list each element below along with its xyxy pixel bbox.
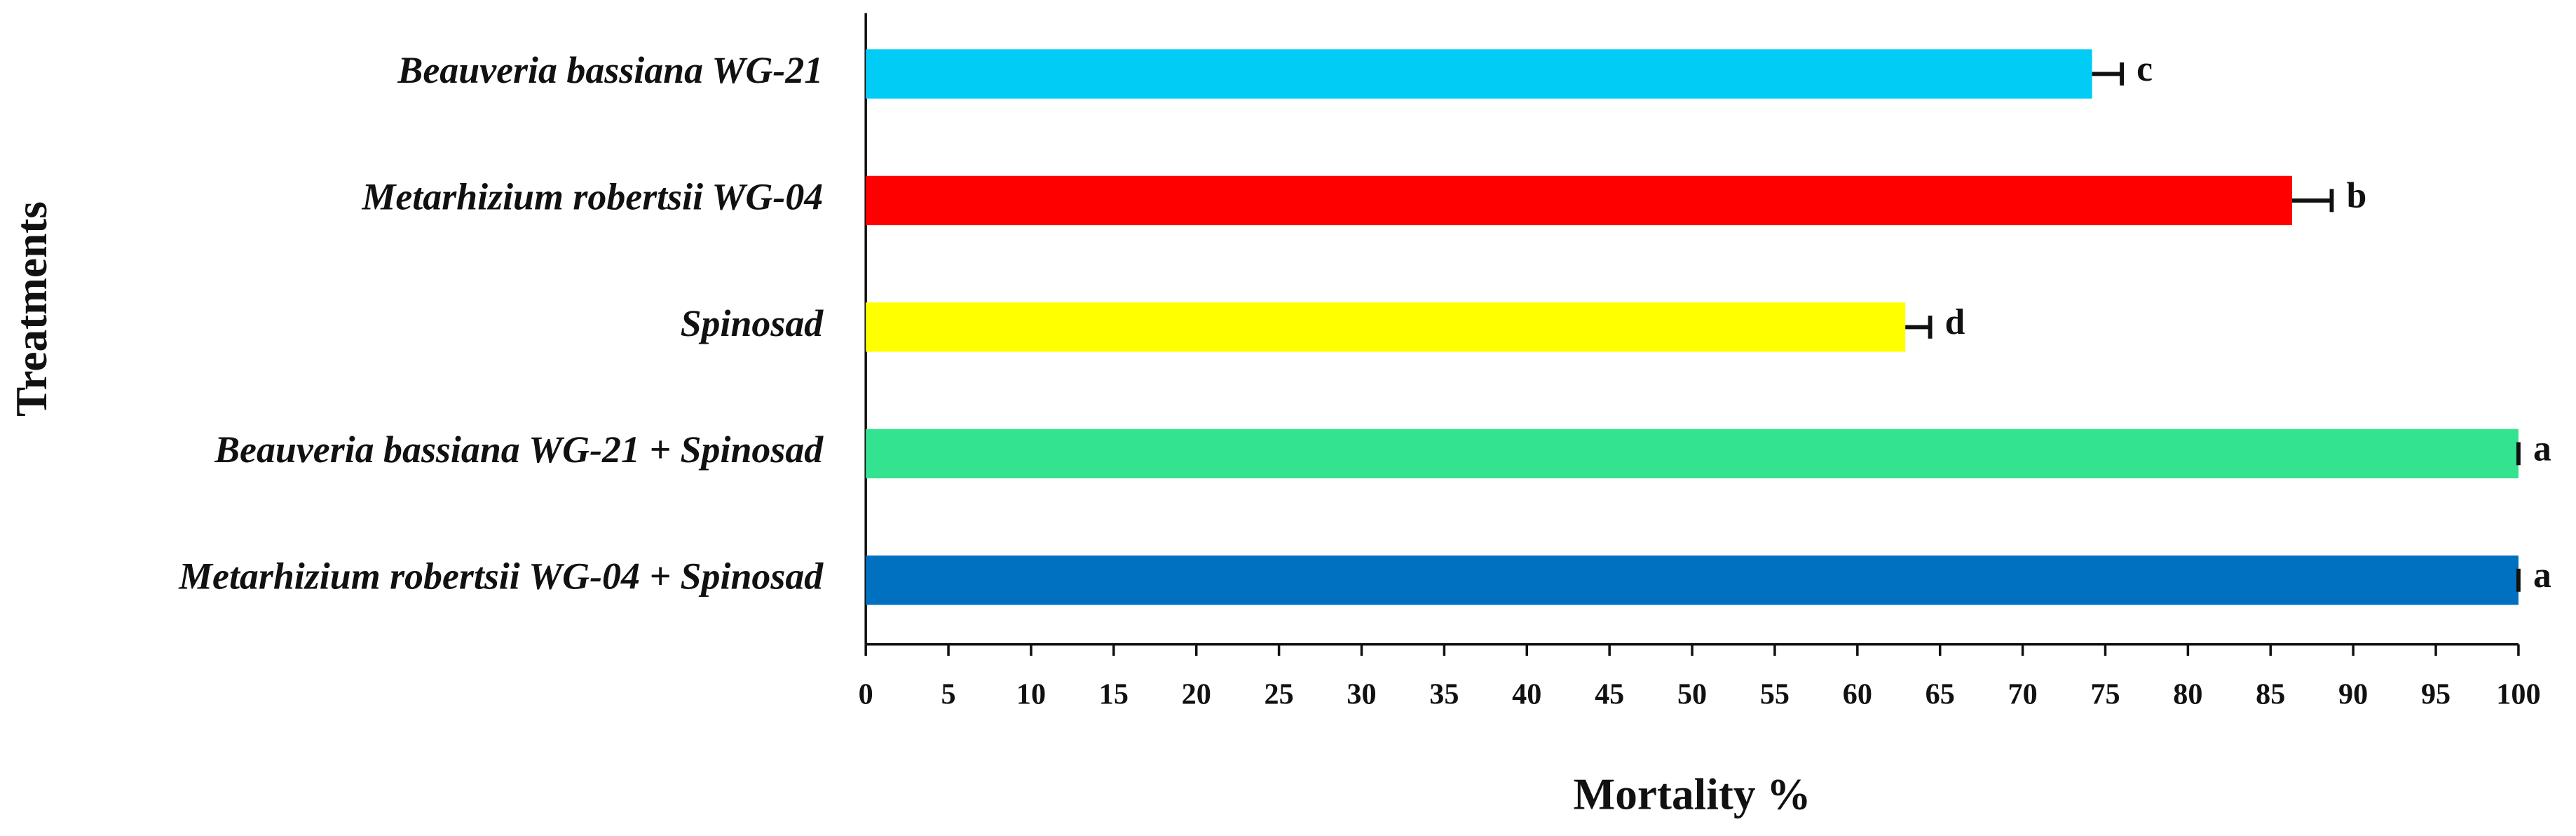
x-tick-label: 25 [1265, 677, 1294, 710]
bar [866, 175, 2292, 226]
x-tick-label: 90 [2338, 677, 2368, 710]
x-tick-label: 70 [2008, 677, 2038, 710]
bar [866, 555, 2519, 605]
x-tick-label: 95 [2421, 677, 2451, 710]
significance-letter: b [2347, 175, 2367, 215]
bar [866, 302, 1906, 352]
x-tick-label: 30 [1347, 677, 1376, 710]
x-tick-label: 20 [1182, 677, 1211, 710]
y-tick-label: Metarhizium robertsii WG-04 [361, 175, 823, 217]
x-tick-label: 100 [2496, 677, 2540, 710]
x-tick-label: 35 [1429, 677, 1459, 710]
significance-letter: a [2533, 555, 2551, 595]
y-tick-label: Metarhizium robertsii WG-04 + Spinosad [178, 555, 824, 598]
x-tick-label: 15 [1099, 677, 1129, 710]
x-tick-label: 0 [859, 677, 873, 710]
significance-letter: c [2137, 49, 2153, 89]
y-axis-title: Treatments [7, 201, 56, 417]
y-tick-label: Beauveria bassiana WG-21 [397, 49, 823, 91]
x-tick-label: 60 [1843, 677, 1872, 710]
bar [866, 49, 2092, 99]
significance-letter: d [1945, 302, 1965, 342]
x-tick-label: 40 [1512, 677, 1541, 710]
bar [866, 429, 2519, 479]
x-tick-label: 50 [1677, 677, 1707, 710]
x-tick-label: 55 [1760, 677, 1790, 710]
x-tick-label: 80 [2173, 677, 2202, 710]
significance-letter: a [2533, 429, 2551, 468]
x-tick-label: 45 [1595, 677, 1624, 710]
x-axis-title: Mortality % [1574, 770, 1811, 819]
x-tick-label: 10 [1016, 677, 1046, 710]
x-tick-label: 75 [2090, 677, 2120, 710]
x-tick-label: 65 [1926, 677, 1955, 710]
y-tick-label: Spinosad [681, 302, 824, 344]
x-tick-label: 5 [941, 677, 956, 710]
x-tick-label: 85 [2256, 677, 2285, 710]
y-tick-label: Beauveria bassiana WG-21 + Spinosad [214, 429, 824, 471]
